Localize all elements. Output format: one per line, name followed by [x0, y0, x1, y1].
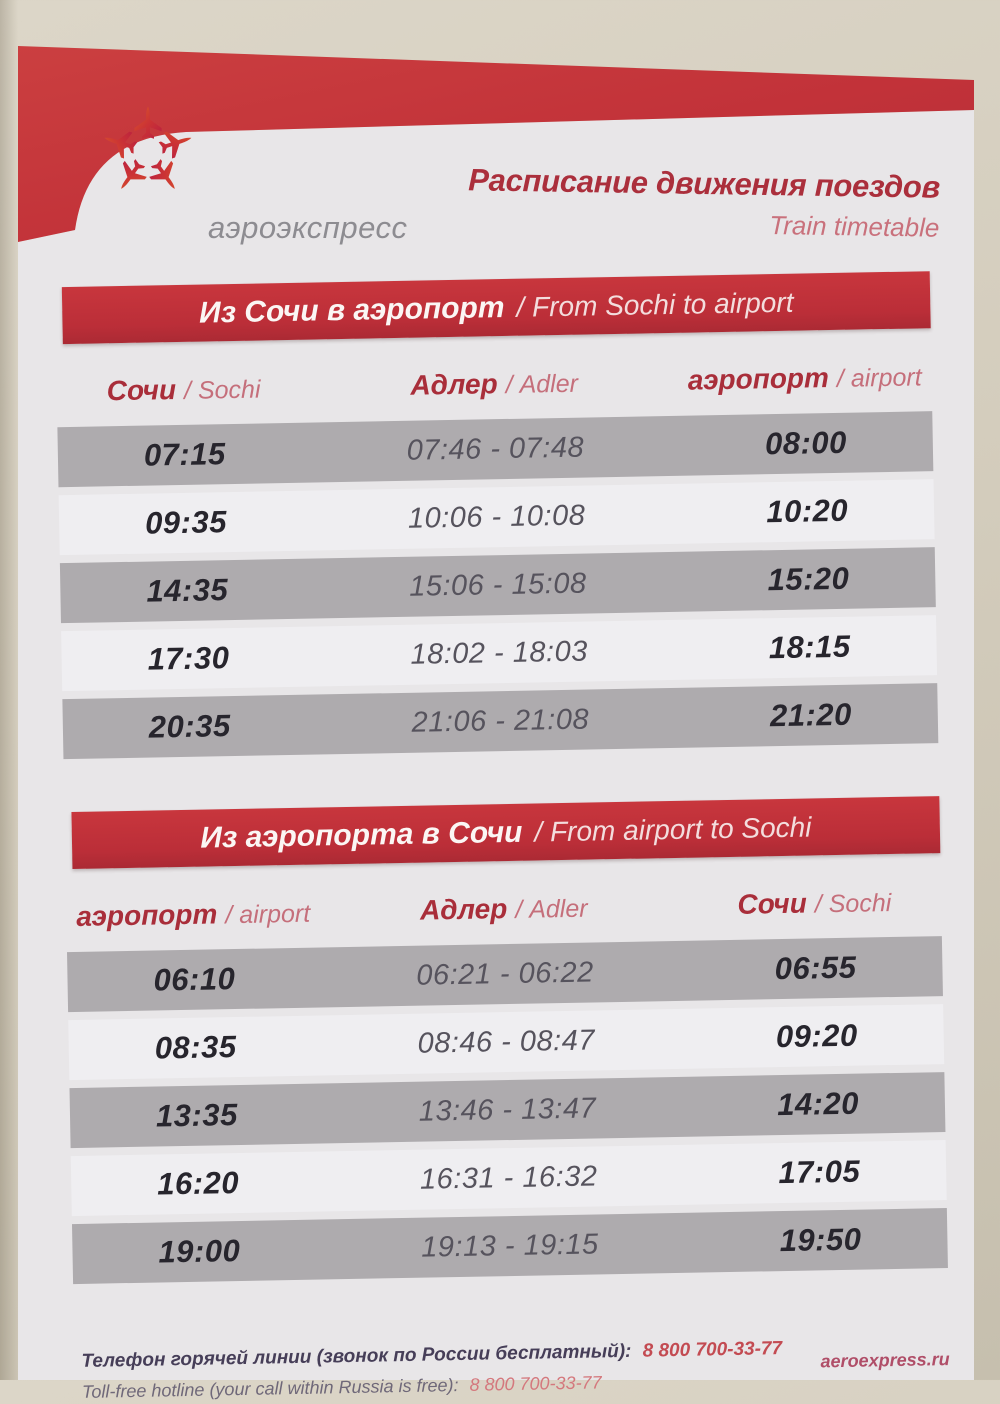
departure-time: 09:35	[144, 504, 228, 541]
arrival-time: 06:55	[774, 949, 857, 987]
arrival-time: 08:00	[764, 424, 848, 462]
column-header-sochi: Сочи / Sochi	[687, 885, 941, 922]
column-headers: Сочи / Sochi Адлер / Adler аэропорт / airpo…	[56, 355, 932, 413]
table-row: 20:35 21:06 - 21:08 21:20	[62, 683, 939, 760]
table-row: 17:30 18:02 - 18:03 18:15	[61, 615, 938, 692]
arrival-time: 19:50	[779, 1221, 862, 1259]
arrival-time: 15:20	[767, 560, 850, 598]
arrival-time: 17:05	[778, 1153, 861, 1191]
departure-time: 17:30	[147, 640, 230, 677]
column-header-en: / airport	[836, 363, 922, 393]
hotline-line-ru: Телефон горячей линии (звонок по России …	[81, 1335, 949, 1373]
adler-stop-time: 16:31 - 16:32	[419, 1159, 598, 1196]
table-row: 13:35 13:46 - 13:47 14:20	[69, 1072, 946, 1149]
table-row: 08:35 08:46 - 08:47 09:20	[68, 1004, 945, 1081]
column-header-en: / Sochi	[183, 375, 261, 405]
column-headers: аэропорт / airport Адлер / Adler Сочи / Soc…	[66, 880, 942, 938]
departure-time: 19:00	[158, 1232, 241, 1270]
section-banner-sochi-to-airport: Из Сочи в аэропорт / From Sochi to airpo…	[61, 271, 931, 345]
column-header-ru: Адлер	[410, 368, 498, 401]
poster-body: Из Сочи в аэропорт / From Sochi to airpo…	[18, 270, 974, 1402]
adler-stop-time: 06:21 - 06:22	[415, 955, 594, 992]
departure-time: 06:10	[153, 961, 236, 998]
column-header-ru: Сочи	[737, 887, 808, 920]
departure-time: 16:20	[156, 1165, 240, 1202]
hotline-phone-ru: 8 800 700-33-77	[642, 1338, 783, 1362]
departure-time: 07:15	[143, 436, 226, 473]
aeroexpress-star-logo-icon	[100, 106, 196, 197]
website-text: aeroexpress.ru	[820, 1349, 950, 1372]
section-banner-label-en: / From Sochi to airport	[516, 286, 794, 323]
poster-title-block: Расписание движения поездов Train timeta…	[468, 162, 941, 243]
table-row: 06:10 06:21 - 06:22 06:55	[67, 936, 943, 1013]
section-banner-label-en: / From airport to Sochi	[534, 810, 812, 848]
column-header-ru: Адлер	[419, 893, 508, 926]
column-header-airport: аэропорт / airport	[66, 896, 320, 933]
timetable-poster: аэроэкспресс Расписание движения поездов…	[18, 0, 974, 1402]
timetable-rows: 07:15 07:46 - 07:48 08:00 09:35 10:06 - …	[10, 411, 972, 760]
header-red-curve	[18, 46, 974, 270]
section-banner-airport-to-sochi: Из аэропорта в Сочи / From airport to So…	[71, 796, 941, 870]
column-header-adler: Адлер / Adler	[310, 365, 678, 404]
hotline-label-en: Toll-free hotline (your call within Russ…	[81, 1375, 459, 1402]
table-row: 14:35 15:06 - 15:08 15:20	[59, 547, 936, 624]
column-header-ru: Сочи	[106, 374, 177, 407]
adler-stop-time: 08:46 - 08:47	[417, 1023, 596, 1060]
section-banner-label-ru: Из аэропорта в Сочи	[200, 815, 523, 855]
column-header-en: / Adler	[505, 369, 579, 399]
adler-stop-time: 07:46 - 07:48	[406, 431, 585, 467]
arrival-time: 18:15	[768, 628, 851, 666]
column-header-sochi: Сочи / Sochi	[56, 372, 310, 409]
adler-stop-time: 15:06 - 15:08	[408, 567, 587, 603]
departure-time: 13:35	[155, 1097, 239, 1134]
footer: Телефон горячей линии (звонок по России …	[81, 1335, 950, 1403]
arrival-time: 14:20	[776, 1085, 860, 1123]
arrival-time: 09:20	[775, 1017, 858, 1055]
column-header-adler: Адлер / Adler	[320, 890, 688, 929]
column-header-ru: аэропорт	[687, 362, 830, 396]
column-header-en: / airport	[225, 899, 311, 930]
departure-time: 20:35	[148, 708, 231, 745]
departure-time: 14:35	[146, 572, 229, 609]
hotline-phone-en: 8 800 700-33-77	[469, 1372, 602, 1395]
table-row: 09:35 10:06 - 10:08 10:20	[58, 479, 935, 556]
arrival-time: 10:20	[765, 492, 849, 530]
brand-name: аэроэкспресс	[208, 210, 408, 245]
hotline-label-ru: Телефон горячей линии (звонок по России …	[81, 1340, 632, 1372]
column-header-en: / Sochi	[814, 889, 892, 919]
adler-stop-time: 13:46 - 13:47	[418, 1091, 597, 1128]
adler-stop-time: 21:06 - 21:08	[411, 703, 590, 739]
column-header-airport: аэропорт / airport	[678, 360, 932, 397]
adler-stop-time: 18:02 - 18:03	[410, 635, 589, 671]
page-title: Расписание движения поездов	[468, 162, 941, 205]
column-header-ru: аэропорт	[76, 898, 218, 932]
column-header-en: / Adler	[515, 894, 588, 924]
table-row: 19:00 19:13 - 19:15 19:50	[71, 1208, 948, 1285]
timetable-rows: 06:10 06:21 - 06:22 06:55 08:35 08:46 - …	[20, 935, 982, 1285]
adler-stop-time: 19:13 - 19:15	[420, 1227, 599, 1264]
table-row: 16:20 16:31 - 16:32 17:05	[70, 1140, 947, 1217]
adler-stop-time: 10:06 - 10:08	[407, 499, 586, 535]
section-banner-label-ru: Из Сочи в аэропорт	[198, 290, 505, 330]
departure-time: 08:35	[154, 1029, 237, 1066]
table-row: 07:15 07:46 - 07:48 08:00	[57, 411, 934, 488]
arrival-time: 21:20	[769, 696, 853, 734]
